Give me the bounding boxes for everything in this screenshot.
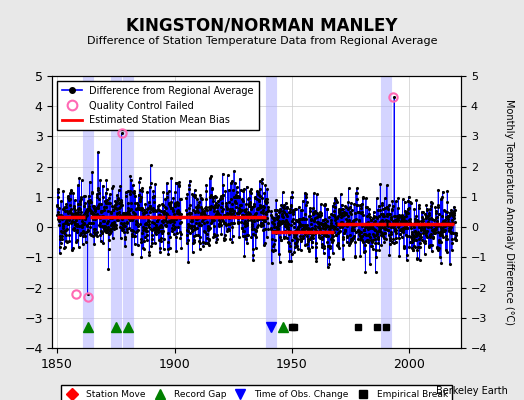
Y-axis label: Monthly Temperature Anomaly Difference (°C): Monthly Temperature Anomaly Difference (… xyxy=(504,99,514,325)
Legend: Station Move, Record Gap, Time of Obs. Change, Empirical Break: Station Move, Record Gap, Time of Obs. C… xyxy=(61,385,452,400)
Text: KINGSTON/NORMAN MANLEY: KINGSTON/NORMAN MANLEY xyxy=(126,16,398,34)
Text: Difference of Station Temperature Data from Regional Average: Difference of Station Temperature Data f… xyxy=(87,36,437,46)
Text: Berkeley Earth: Berkeley Earth xyxy=(436,386,508,396)
